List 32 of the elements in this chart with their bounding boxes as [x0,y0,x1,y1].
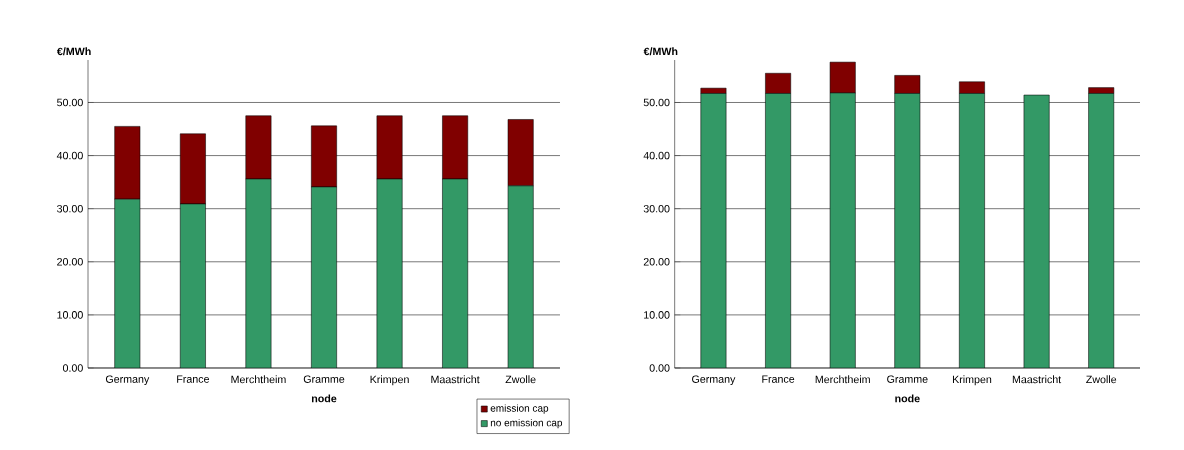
x-axis-title: node [311,394,337,403]
y-axis-title: €/MWh [643,47,678,56]
y-tick-label: 20.00 [643,258,670,266]
y-tick-label: 50.00 [57,98,83,107]
y-tick-label: 10.00 [644,311,670,319]
x-tick-label: France [762,375,795,383]
x-tick-label: Germany [692,375,736,386]
y-tick-label: 0.00 [649,364,670,372]
y-tick-label: 40.00 [56,151,83,160]
x-tick-label: Gramme [887,375,928,383]
x-tick-label: Krimpen [952,375,992,386]
y-tick-label: 20.00 [57,258,83,266]
x-axis-title: node [895,394,920,403]
x-tick-label: Maastricht [431,375,480,384]
y-tick-label: 50.00 [643,98,670,107]
x-tick-label: Merchtheim [231,375,286,384]
legend-label: no emission cap [490,418,563,429]
y-tick-label: 40.00 [643,151,670,160]
y-axis-title: €/MWh [56,47,91,56]
x-tick-label: Krimpen [370,375,409,386]
x-tick-label: Zwolle [1086,375,1117,384]
x-tick-label: Merchtheim [815,375,870,384]
x-tick-label: Gramme [303,375,345,383]
legend-label: emission cap [490,404,549,414]
x-tick-label: France [177,375,210,383]
x-tick-label: Zwolle [505,375,536,384]
y-tick-label: 10.00 [57,311,83,319]
y-tick-label: 0.00 [62,364,83,372]
y-tick-label: 30.00 [57,204,83,213]
x-tick-label: Germany [105,375,150,386]
x-tick-label: Maastricht [1012,375,1062,384]
y-tick-label: 30.00 [643,204,670,213]
